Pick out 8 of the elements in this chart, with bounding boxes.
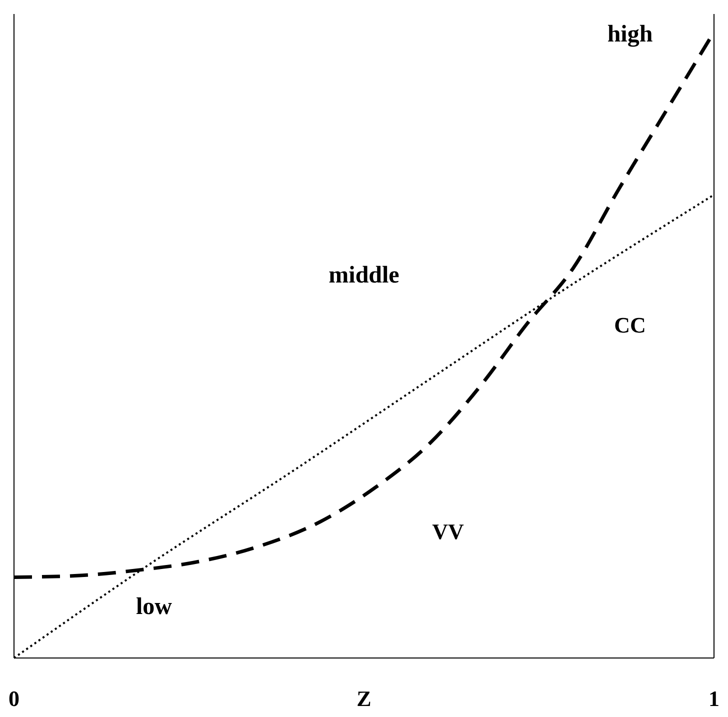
annotation: high [607, 21, 653, 48]
annotation: low [136, 594, 173, 620]
text: CC [614, 312, 646, 338]
x-tick-label: 1 [708, 686, 720, 711]
x-axis-title: Z [356, 686, 372, 711]
annotation: middle [328, 262, 400, 288]
text: VV [432, 519, 464, 544]
x-tick-label: 0 [8, 686, 20, 711]
